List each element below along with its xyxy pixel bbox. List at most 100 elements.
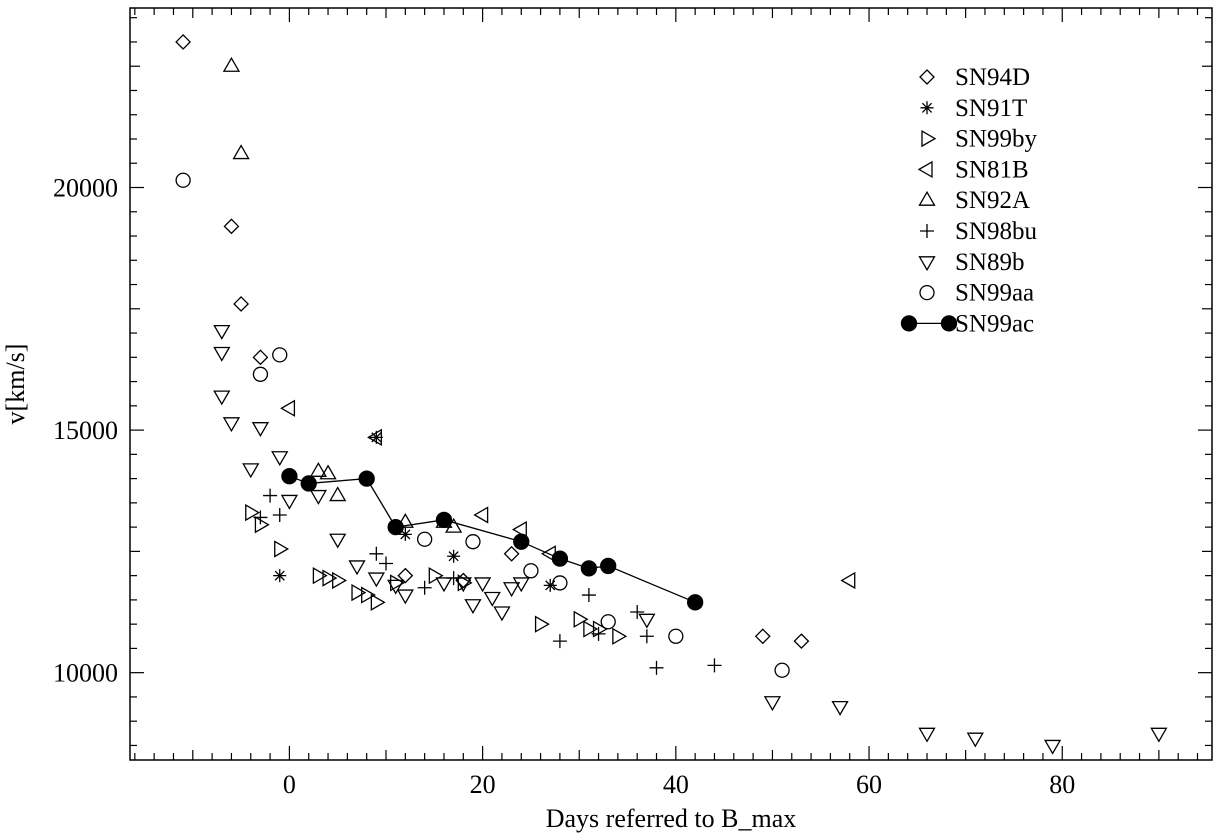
x-tick-label: 0 (283, 770, 296, 799)
data-point (213, 346, 231, 362)
legend-marker (920, 101, 934, 115)
data-point (367, 428, 382, 446)
legend-label: SN94D (955, 64, 1030, 91)
data-point (242, 463, 260, 479)
data-point (369, 546, 384, 561)
data-point (252, 349, 269, 366)
data-point (503, 545, 520, 562)
data-point (552, 575, 568, 591)
data-point (329, 533, 347, 549)
data-point (1150, 727, 1168, 743)
data-point (309, 489, 328, 505)
legend-label: SN99aa (955, 280, 1034, 307)
data-point (591, 626, 606, 641)
data-point (840, 571, 856, 590)
data-point (367, 572, 385, 588)
data-point (445, 517, 463, 533)
data-point (543, 578, 557, 592)
data-point (473, 506, 489, 524)
data-point (1043, 739, 1062, 755)
data-point (707, 658, 722, 673)
data-point (251, 422, 270, 437)
data-point (222, 417, 241, 433)
data-point (387, 518, 404, 536)
data-point (668, 628, 684, 644)
data-point (309, 462, 328, 477)
data-point (428, 567, 444, 585)
data-point (483, 591, 501, 607)
data-point (638, 613, 656, 629)
data-point (831, 700, 849, 716)
data-point (534, 615, 550, 633)
data-point (213, 390, 231, 406)
x-tick-label: 80 (1049, 770, 1075, 799)
legend-label: SN81B (955, 156, 1029, 183)
data-point (263, 488, 278, 503)
legend-label: SN89b (955, 249, 1024, 276)
legend-marker (918, 256, 936, 272)
data-point (583, 620, 599, 638)
data-point (639, 629, 654, 644)
legend-marker (919, 69, 935, 85)
data-point (600, 614, 616, 630)
data-point (454, 577, 472, 593)
data-point (369, 430, 383, 444)
series-lines (289, 475, 696, 603)
data-point (552, 634, 567, 649)
data-point (387, 579, 405, 595)
data-point (254, 516, 270, 534)
data-point (754, 628, 771, 645)
data-point (763, 696, 782, 712)
legend-label: SN98bu (955, 218, 1037, 245)
legend: SN94D SN91T SN99by SN81B SN92A SN98bu SN89b SN9… (900, 64, 1037, 337)
data-point (473, 577, 492, 593)
data-point (329, 486, 347, 502)
legend-marker (920, 224, 934, 238)
legend-label: SN99ac (955, 310, 1034, 337)
data-point (281, 468, 298, 485)
data-point (272, 347, 288, 363)
x-tick-labels: 0 20 40 60 80 (283, 770, 1075, 799)
x-tick-label: 40 (663, 770, 689, 799)
data-point (464, 599, 482, 615)
legend-label: SN92A (955, 187, 1030, 214)
y-tick-label: 20000 (53, 174, 118, 203)
legend-label: SN91T (955, 95, 1027, 122)
legend-label: SN99by (955, 126, 1037, 153)
data-point (396, 512, 414, 528)
data-point (649, 660, 664, 675)
x-tick-label: 20 (470, 770, 496, 799)
data-point (222, 56, 241, 72)
legend-marker (940, 315, 958, 332)
data-point (233, 296, 250, 312)
data-point (612, 627, 628, 645)
data-point (319, 464, 337, 480)
data-point (465, 534, 481, 550)
data-point (175, 172, 191, 188)
data-point (390, 574, 405, 592)
data-point (253, 510, 268, 525)
y-axis-label: v[km/s] (1, 344, 30, 425)
data-point (513, 533, 530, 550)
data-point (370, 593, 386, 611)
data-point (581, 588, 596, 603)
data-point (348, 560, 366, 576)
data-point (687, 594, 704, 611)
data-point (213, 324, 231, 340)
data-point (966, 732, 984, 748)
data-points (175, 34, 1168, 755)
plot-frame (129, 7, 1213, 761)
data-point (280, 399, 296, 417)
legend-marker (919, 284, 935, 301)
legend-marker (921, 129, 937, 148)
data-point (523, 563, 539, 579)
data-point (435, 511, 453, 528)
data-point (511, 520, 527, 539)
data-point (493, 606, 511, 622)
legend-marker (900, 315, 918, 332)
data-point (600, 557, 617, 575)
data-point (252, 366, 269, 382)
data-point (580, 560, 598, 577)
data-point (447, 549, 461, 563)
data-point (417, 580, 432, 595)
